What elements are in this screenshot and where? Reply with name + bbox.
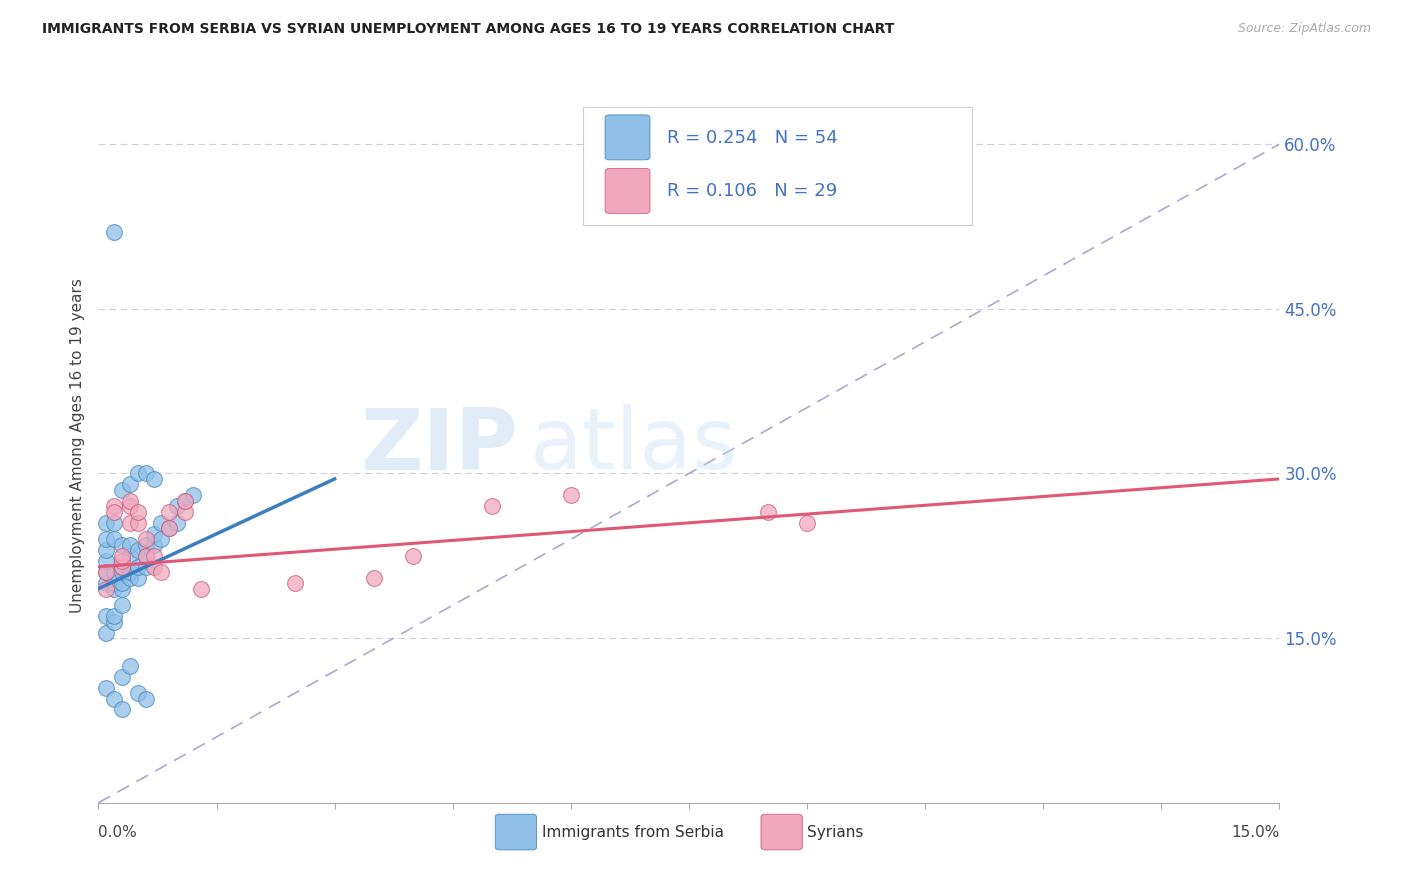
FancyBboxPatch shape: [605, 115, 650, 160]
Point: [127, 686, 149, 700]
Point: [166, 516, 188, 530]
Text: atlas: atlas: [530, 404, 738, 488]
Point: [103, 516, 125, 530]
Point: [103, 533, 125, 547]
Point: [284, 576, 307, 591]
Point: [111, 554, 134, 568]
Point: [174, 494, 197, 508]
Point: [111, 598, 134, 612]
Point: [96, 554, 118, 568]
Point: [96, 609, 118, 624]
Point: [135, 549, 157, 563]
Point: [174, 505, 197, 519]
Point: [756, 505, 779, 519]
Point: [111, 483, 134, 497]
Text: 15.0%: 15.0%: [1232, 825, 1279, 840]
Point: [142, 549, 165, 563]
Y-axis label: Unemployment Among Ages 16 to 19 years: Unemployment Among Ages 16 to 19 years: [69, 278, 84, 614]
Point: [135, 533, 157, 547]
Point: [103, 582, 125, 596]
Point: [135, 691, 157, 706]
Point: [127, 543, 149, 558]
Point: [402, 549, 425, 563]
Text: 0.0%: 0.0%: [98, 825, 138, 840]
Text: ZIP: ZIP: [360, 404, 517, 488]
Point: [111, 559, 134, 574]
Point: [796, 516, 818, 530]
FancyBboxPatch shape: [761, 814, 803, 850]
Point: [111, 538, 134, 552]
Point: [560, 488, 582, 502]
Point: [481, 500, 503, 514]
Point: [190, 582, 212, 596]
Point: [135, 559, 157, 574]
Point: [118, 538, 141, 552]
Point: [96, 582, 118, 596]
Point: [127, 467, 149, 481]
Point: [150, 566, 173, 580]
FancyBboxPatch shape: [495, 814, 537, 850]
Point: [118, 566, 141, 580]
Point: [157, 521, 180, 535]
Point: [103, 576, 125, 591]
Point: [174, 494, 197, 508]
Point: [96, 566, 118, 580]
Point: [127, 505, 149, 519]
Point: [103, 615, 125, 629]
Point: [127, 571, 149, 585]
Text: R = 0.106   N = 29: R = 0.106 N = 29: [666, 182, 837, 200]
Point: [157, 521, 180, 535]
Point: [96, 533, 118, 547]
Point: [166, 500, 188, 514]
Point: [127, 516, 149, 530]
Point: [111, 702, 134, 716]
Text: R = 0.254   N = 54: R = 0.254 N = 54: [666, 128, 837, 146]
Point: [103, 225, 125, 239]
Point: [135, 467, 157, 481]
Point: [142, 559, 165, 574]
FancyBboxPatch shape: [582, 107, 973, 225]
Point: [150, 516, 173, 530]
Point: [103, 691, 125, 706]
Point: [96, 566, 118, 580]
Point: [127, 559, 149, 574]
Point: [103, 500, 125, 514]
Text: Immigrants from Serbia: Immigrants from Serbia: [543, 825, 724, 840]
Point: [111, 549, 134, 563]
Point: [96, 681, 118, 695]
Point: [142, 472, 165, 486]
Text: Source: ZipAtlas.com: Source: ZipAtlas.com: [1237, 22, 1371, 36]
Point: [118, 571, 141, 585]
Point: [96, 543, 118, 558]
Point: [118, 500, 141, 514]
Point: [118, 477, 141, 491]
Point: [135, 538, 157, 552]
Point: [111, 669, 134, 683]
Point: [142, 526, 165, 541]
Text: IMMIGRANTS FROM SERBIA VS SYRIAN UNEMPLOYMENT AMONG AGES 16 TO 19 YEARS CORRELAT: IMMIGRANTS FROM SERBIA VS SYRIAN UNEMPLO…: [42, 22, 894, 37]
Point: [118, 494, 141, 508]
Point: [111, 566, 134, 580]
Point: [96, 516, 118, 530]
Point: [135, 549, 157, 563]
Point: [181, 488, 204, 502]
Point: [118, 549, 141, 563]
FancyBboxPatch shape: [605, 169, 650, 213]
Point: [103, 609, 125, 624]
Point: [150, 533, 173, 547]
Point: [96, 576, 118, 591]
Point: [111, 582, 134, 596]
Point: [363, 571, 385, 585]
Point: [142, 538, 165, 552]
Point: [111, 576, 134, 591]
Text: Syrians: Syrians: [807, 825, 863, 840]
Point: [118, 658, 141, 673]
Point: [157, 505, 180, 519]
Point: [111, 559, 134, 574]
Point: [103, 505, 125, 519]
Point: [96, 625, 118, 640]
Point: [118, 516, 141, 530]
Point: [103, 566, 125, 580]
